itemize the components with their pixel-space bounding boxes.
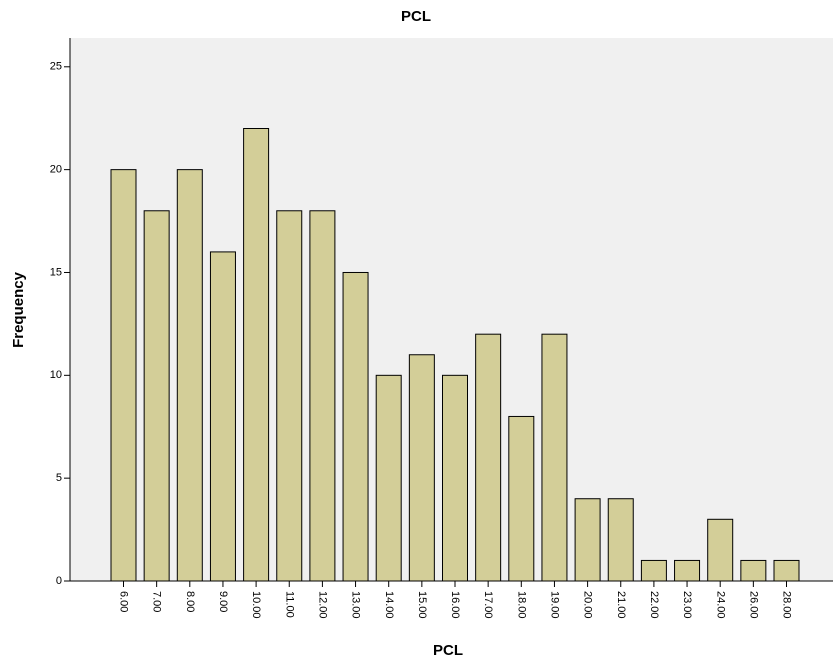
y-tick-label: 5 — [56, 472, 62, 484]
x-tick-label: 6.00 — [118, 591, 130, 612]
x-tick-label: 26.00 — [747, 591, 759, 619]
x-tick-label: 19.00 — [549, 591, 561, 619]
x-tick-label: 14.00 — [383, 591, 395, 619]
bar — [574, 498, 601, 582]
y-tick-label: 25 — [50, 61, 62, 73]
bar — [209, 251, 236, 582]
x-tick-label: 24.00 — [714, 591, 726, 619]
bar — [442, 374, 468, 582]
bar — [176, 169, 203, 582]
bar — [243, 128, 270, 582]
x-tick-label: 15.00 — [416, 591, 428, 619]
bar — [375, 374, 402, 582]
bar — [110, 169, 137, 582]
x-tick-label: 28.00 — [781, 591, 793, 619]
x-tick-label: 11.00 — [283, 591, 295, 618]
x-tick-label: 23.00 — [681, 591, 693, 619]
x-tick-label: 9.00 — [217, 591, 229, 612]
bar — [475, 333, 502, 582]
x-tick-label: 13.00 — [350, 591, 362, 619]
bar — [408, 354, 435, 582]
x-tick-label: 10.00 — [250, 591, 262, 619]
bar — [342, 271, 369, 582]
bar — [508, 415, 535, 582]
x-tick-label: 21.00 — [615, 591, 627, 619]
x-axis-label: PCL — [433, 642, 463, 659]
bar — [607, 498, 634, 582]
x-tick-label: 12.00 — [316, 591, 328, 619]
y-tick-label: 20 — [50, 164, 62, 176]
bar — [740, 559, 767, 582]
x-tick-label: 7.00 — [151, 591, 163, 612]
bar — [541, 333, 568, 582]
y-tick-label: 10 — [50, 369, 62, 381]
x-tick-label: 17.00 — [482, 591, 494, 619]
x-tick-label: 16.00 — [449, 591, 461, 619]
y-axis-label: Frequency — [10, 271, 27, 348]
bar — [640, 559, 667, 582]
bar — [707, 518, 734, 582]
x-tick-label: 20.00 — [582, 591, 594, 619]
x-tick-label: 18.00 — [515, 591, 527, 619]
bar — [674, 559, 701, 582]
bar — [773, 559, 800, 582]
x-tick-label: 8.00 — [184, 591, 196, 612]
y-tick-label: 15 — [50, 266, 62, 278]
bar — [276, 210, 303, 582]
bar — [309, 210, 336, 582]
y-tick-label: 0 — [56, 575, 62, 587]
bar — [143, 210, 170, 582]
chart-title: PCL — [401, 8, 431, 25]
x-tick-label: 22.00 — [648, 591, 660, 619]
